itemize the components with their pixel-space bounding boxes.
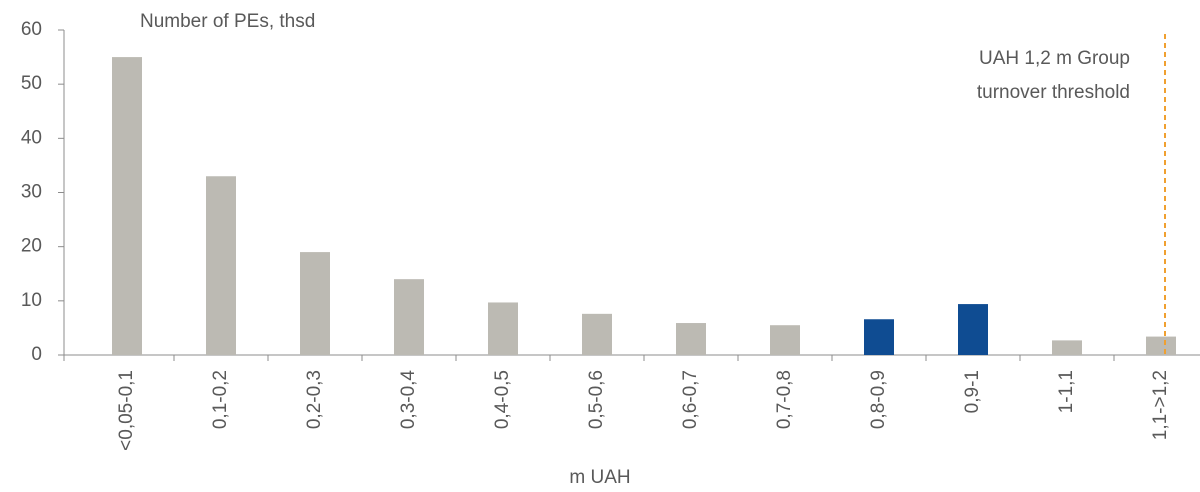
bar [958, 304, 988, 355]
x-tick-label: 0,5-0,6 [586, 370, 607, 429]
bar [206, 176, 236, 355]
y-tick-label: 10 [21, 290, 42, 311]
x-tick-label: 1,1->1,2 [1150, 370, 1171, 440]
annotation: turnover threshold [977, 82, 1130, 103]
bar [300, 252, 330, 355]
bar [1146, 336, 1176, 355]
bar [864, 319, 894, 355]
bar [488, 302, 518, 355]
bar [394, 279, 424, 355]
y-tick-label: 0 [31, 344, 42, 365]
y-tick-label: 50 [21, 73, 42, 94]
y-tick-label: 20 [21, 236, 42, 257]
bar [770, 325, 800, 355]
x-tick-label: <0,05-0,1 [116, 370, 137, 451]
x-tick-label: 0,4-0,5 [492, 370, 513, 429]
x-tick-label: 0,6-0,7 [680, 370, 701, 429]
bar [676, 323, 706, 355]
bar [112, 57, 142, 355]
x-tick-label: 0,7-0,8 [774, 370, 795, 429]
x-tick-label: 0,3-0,4 [398, 370, 419, 430]
x-axis-label: m UAH [569, 467, 630, 488]
x-tick-label: 0,2-0,3 [304, 370, 325, 429]
x-tick-label: 0,8-0,9 [868, 370, 889, 429]
bar [1052, 340, 1082, 355]
x-tick-label: 1-1,1 [1056, 370, 1077, 413]
y-tick-label: 60 [21, 19, 42, 40]
x-tick-label: 0,1-0,2 [210, 370, 231, 429]
y-axis-label: Number of PEs, thsd [140, 11, 315, 32]
x-tick-label: 0,9-1 [962, 370, 983, 413]
y-tick-label: 40 [21, 127, 42, 148]
y-tick-label: 30 [21, 182, 42, 203]
bar [582, 313, 612, 355]
annotation: UAH 1,2 m Group [979, 48, 1130, 69]
